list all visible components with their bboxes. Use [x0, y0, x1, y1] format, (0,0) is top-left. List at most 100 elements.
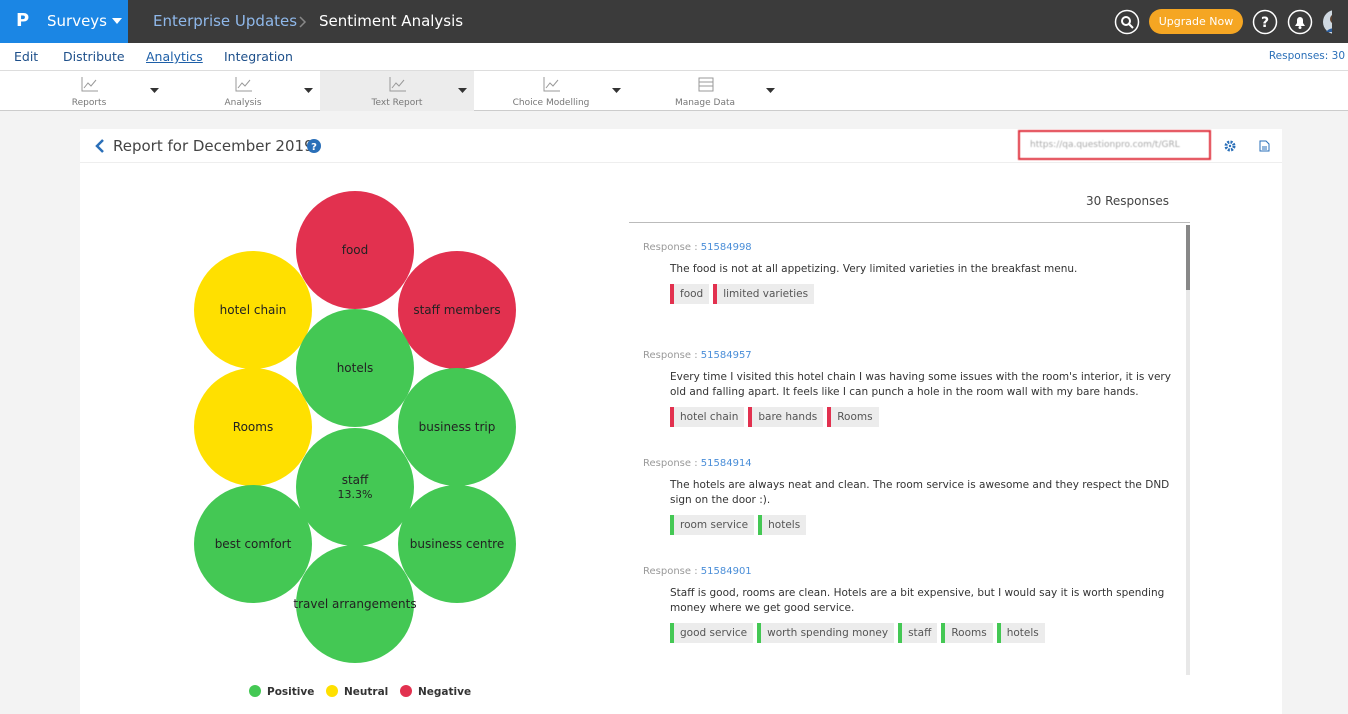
search-button[interactable]: [1114, 9, 1140, 35]
legend-swatch: [400, 685, 412, 697]
toolbar-item[interactable]: Manage Data: [628, 71, 782, 111]
response-prefix: Response :: [643, 350, 698, 361]
tag[interactable]: room service: [670, 515, 755, 535]
menu-item[interactable]: Analytics: [146, 49, 203, 64]
brand[interactable]: P Surveys: [0, 0, 128, 43]
icon: [389, 77, 406, 92]
caret-shape: [304, 88, 313, 93]
bubble[interactable]: [398, 485, 516, 603]
tag-row: hotel chain bare hands Rooms: [670, 407, 1177, 427]
upgrade-button[interactable]: Upgrade Now: [1149, 9, 1243, 34]
tag[interactable]: hotels: [758, 515, 807, 535]
top-icons[interactable]: ?: [1252, 9, 1332, 35]
product: Surveys: [47, 12, 107, 30]
toolbar: Reports Analysis Text Report Choice Modelli…: [0, 71, 1348, 111]
bubble[interactable]: [296, 545, 414, 663]
back-button[interactable]: [95, 139, 105, 153]
response-text: Staff is good, rooms are clean. Hotels a…: [670, 587, 1165, 614]
breadcrumb[interactable]: Enterprise Updates: [153, 12, 298, 30]
bubble[interactable]: [194, 368, 312, 486]
response: Response : 51584998 The food is not at al…: [629, 242, 1177, 304]
caret-shape: [766, 88, 775, 93]
tag-row: room service hotels: [670, 515, 1177, 535]
svg-text:?: ?: [1261, 15, 1269, 31]
response-id[interactable]: 51584901: [700, 566, 752, 577]
icon: [698, 77, 714, 92]
bubble-label: business trip: [419, 420, 496, 434]
icon: [235, 77, 252, 92]
tag-row: good service worth spending money staff Roo…: [670, 623, 1177, 643]
bubble[interactable]: [398, 368, 516, 486]
tag[interactable]: Rooms: [941, 623, 993, 643]
caret: [150, 88, 159, 93]
caret-shape: [612, 88, 621, 93]
caret: [766, 88, 775, 93]
toolbar-item[interactable]: Text Report: [320, 71, 474, 111]
icon: [543, 77, 560, 92]
response: Response : 51584895: [629, 674, 1177, 675]
menu-item[interactable]: Edit: [14, 49, 39, 64]
tag[interactable]: good service: [670, 623, 754, 643]
bubble[interactable]: [296, 191, 414, 309]
bubble[interactable]: [194, 251, 312, 369]
response-id[interactable]: 51584998: [700, 242, 752, 253]
bubble-label: Rooms: [233, 420, 273, 434]
tag[interactable]: Rooms: [827, 407, 879, 427]
bubble-value: 13.3%: [338, 488, 373, 501]
tag[interactable]: bare hands: [748, 407, 824, 427]
bubble[interactable]: [194, 485, 312, 603]
responses-count: Responses: 30: [1268, 50, 1345, 62]
bubble[interactable]: [296, 428, 414, 546]
icon: [81, 77, 98, 92]
toolbar-label: Reports: [71, 98, 107, 108]
tag[interactable]: hotel chain: [670, 407, 745, 427]
bubble[interactable]: [398, 251, 516, 369]
response-header: Response : 51584914: [643, 458, 1177, 469]
tag-row: food limited varieties: [670, 284, 1177, 304]
caret-shape: [150, 88, 159, 93]
legend-label: Neutral: [344, 686, 388, 698]
panel-icons[interactable]: [1224, 140, 1274, 152]
bubble-label: food: [342, 243, 369, 257]
logo: P: [16, 10, 30, 31]
response: Response : 51584901 Staff is good, rooms …: [629, 566, 1177, 643]
bubble-label: business centre: [410, 537, 504, 551]
response: Response : 51584914 The hotels are always…: [629, 458, 1177, 535]
response-header: Response : 51584901: [643, 566, 1177, 577]
scrollbar[interactable]: [1186, 225, 1190, 675]
toolbar-label: Choice Modelling: [512, 98, 590, 108]
bubble-label: hotels: [337, 361, 374, 375]
legend-swatch: [249, 685, 261, 697]
response-id[interactable]: 51584895: [701, 674, 752, 675]
toolbar-item[interactable]: Analysis: [166, 71, 320, 111]
bubble[interactable]: [296, 309, 414, 427]
divider: [80, 162, 1282, 163]
caret: [458, 88, 467, 93]
share-url[interactable]: https://qa.questionpro.com/t/GRL: [1018, 130, 1211, 160]
toolbar-item[interactable]: Reports: [12, 71, 166, 111]
report-title: Report for December 2019: [113, 137, 314, 155]
response-prefix: Response :: [643, 458, 698, 469]
tag[interactable]: staff: [898, 623, 938, 643]
toolbar-icon: [235, 77, 252, 92]
menu-item[interactable]: Distribute: [63, 49, 125, 64]
tag[interactable]: hotels: [996, 623, 1045, 643]
response-id[interactable]: 51584914: [700, 458, 752, 469]
response-list: Response : 51584998 The food is not at al…: [629, 225, 1191, 675]
response-header: Response : 51584998: [643, 242, 1177, 253]
legend-swatch: [326, 685, 338, 697]
tag[interactable]: worth spending money: [757, 623, 895, 643]
toolbar-label: Manage Data: [674, 98, 736, 108]
tag[interactable]: limited varieties: [713, 284, 815, 304]
legend-label: Positive: [267, 686, 314, 698]
toolbar-item[interactable]: Choice Modelling: [474, 71, 628, 111]
response-id[interactable]: 51584957: [700, 350, 752, 361]
help-icon[interactable]: ?: [307, 139, 321, 153]
toolbar-icon: [698, 77, 714, 92]
separator: [299, 16, 307, 28]
response-total: 30 Responses: [1086, 194, 1169, 208]
bubble-label: best comfort: [215, 537, 292, 551]
menu-item[interactable]: Integration: [224, 49, 293, 64]
svg-text:?: ?: [311, 142, 317, 153]
tag[interactable]: food: [670, 284, 710, 304]
